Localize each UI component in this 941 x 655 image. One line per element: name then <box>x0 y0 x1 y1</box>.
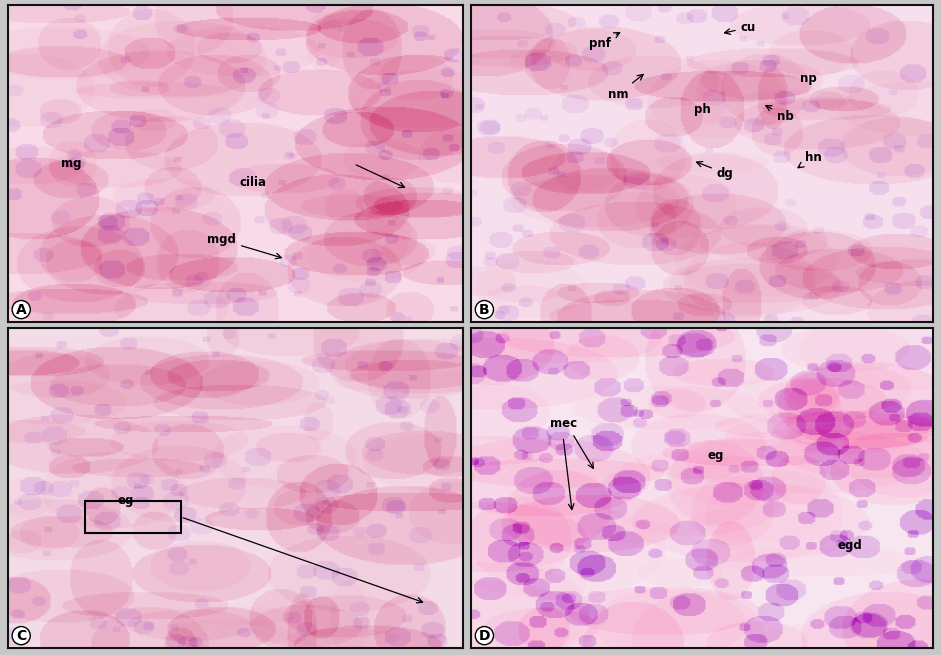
Text: cu: cu <box>725 21 756 34</box>
Text: mgd: mgd <box>207 233 281 259</box>
Text: eg: eg <box>118 495 135 508</box>
Text: mec: mec <box>550 417 577 430</box>
Bar <box>85 501 181 533</box>
Text: A: A <box>16 303 26 316</box>
Text: B: B <box>479 303 489 316</box>
Text: dg: dg <box>696 162 734 179</box>
Text: np: np <box>800 71 817 84</box>
Text: C: C <box>16 629 26 643</box>
Text: hn: hn <box>798 151 821 168</box>
Text: egd: egd <box>837 539 863 552</box>
Text: cilia: cilia <box>240 176 267 189</box>
Text: D: D <box>479 629 490 643</box>
Text: nb: nb <box>766 105 793 122</box>
Text: nm: nm <box>609 75 643 100</box>
Text: eg: eg <box>708 449 724 462</box>
Text: ph: ph <box>694 103 710 117</box>
Text: pnf: pnf <box>589 33 619 50</box>
Text: mg: mg <box>61 157 82 170</box>
